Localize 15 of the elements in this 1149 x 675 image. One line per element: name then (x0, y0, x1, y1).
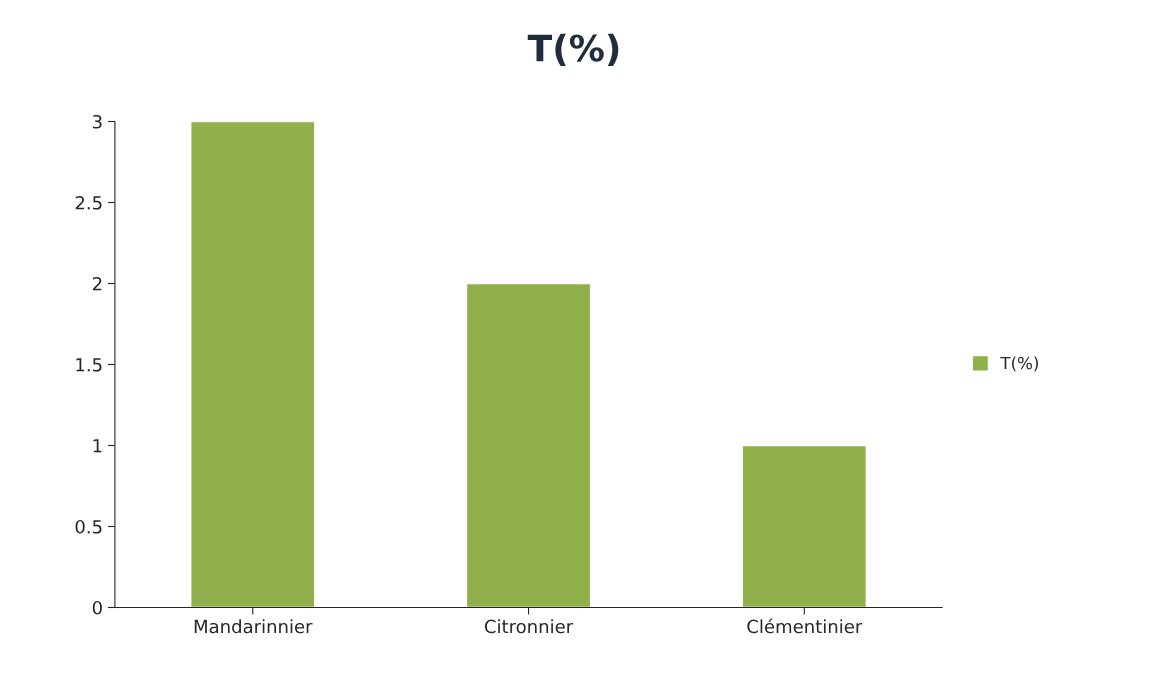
y-tick-label: 1 (93, 439, 102, 453)
bar (465, 282, 592, 608)
bar (741, 444, 868, 608)
y-tick-label: 0.5 (75, 519, 102, 534)
y-tick-label: 3 (92, 114, 102, 129)
y-tick-label: 2.5 (75, 195, 102, 210)
x-tick-label: Citronnier (484, 619, 574, 634)
bar (190, 121, 316, 608)
x-tick-label: Mandarinnier (194, 619, 313, 634)
y-tick-label: 1.5 (76, 358, 102, 372)
legend-label: T(%) (1000, 356, 1038, 372)
y-tick-label: 2 (92, 276, 102, 291)
chart-title: T(%) (527, 33, 619, 66)
x-tick-label: Clémentinier (747, 618, 863, 634)
y-tick-label: 0 (92, 600, 102, 615)
